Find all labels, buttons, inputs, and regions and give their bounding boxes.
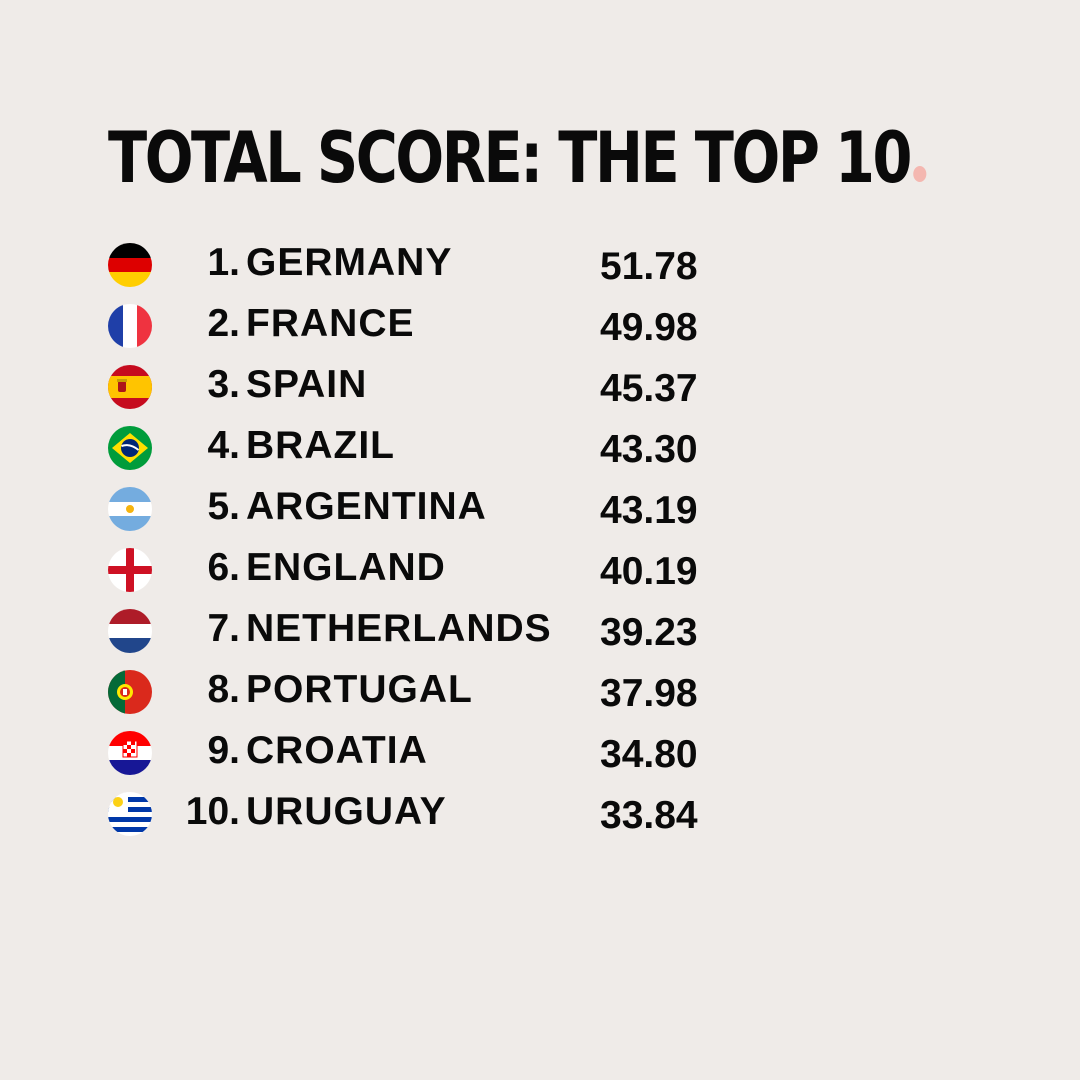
- country-name: PORTUGAL: [246, 668, 473, 711]
- uruguay-flag-icon: [108, 792, 152, 836]
- page-title: TOTAL SCORE: THE TOP 10: [108, 117, 927, 199]
- score-value: 49.98: [600, 306, 698, 349]
- country-name: BRAZIL: [246, 424, 395, 467]
- rank-number: 7.: [207, 607, 240, 650]
- ranking-row: 10. URUGUAY 33.84: [0, 790, 1080, 852]
- country-name: SPAIN: [246, 363, 368, 406]
- croatia-flag-icon: [108, 731, 152, 775]
- score-value: 33.84: [600, 794, 698, 837]
- brazil-flag-icon: [108, 426, 152, 470]
- portugal-flag-icon: [108, 670, 152, 714]
- ranking-row: 5. ARGENTINA 43.19: [0, 485, 1080, 547]
- ranking-row: 8. PORTUGAL 37.98: [0, 668, 1080, 730]
- england-flag-icon: [108, 548, 152, 592]
- netherlands-flag-icon: [108, 609, 152, 653]
- rank-number: 2.: [207, 302, 240, 345]
- ranking-row: 2. FRANCE 49.98: [0, 302, 1080, 364]
- score-value: 40.19: [600, 550, 698, 593]
- score-value: 39.23: [600, 611, 698, 654]
- ranking-row: 7. NETHERLANDS 39.23: [0, 607, 1080, 669]
- germany-flag-icon: [108, 243, 152, 287]
- rank-number: 5.: [207, 485, 240, 528]
- rank-number: 9.: [207, 729, 240, 772]
- country-name: GERMANY: [246, 241, 453, 284]
- score-value: 43.30: [600, 428, 698, 471]
- country-name: NETHERLANDS: [246, 607, 552, 650]
- score-value: 34.80: [600, 733, 698, 776]
- rank-number: 10.: [185, 790, 240, 833]
- title-text: TOTAL SCORE: THE TOP 10: [108, 117, 912, 199]
- score-value: 43.19: [600, 489, 698, 532]
- spain-flag-icon: [108, 365, 152, 409]
- rank-number: 6.: [207, 546, 240, 589]
- country-name: ARGENTINA: [246, 485, 487, 528]
- country-name: ENGLAND: [246, 546, 446, 589]
- country-name: URUGUAY: [246, 790, 447, 833]
- score-value: 45.37: [600, 367, 698, 410]
- france-flag-icon: [108, 304, 152, 348]
- ranking-row: 3. SPAIN 45.37: [0, 363, 1080, 425]
- title-dot: [913, 166, 927, 182]
- argentina-flag-icon: [108, 487, 152, 531]
- score-value: 37.98: [600, 672, 698, 715]
- country-name: CROATIA: [246, 729, 428, 772]
- rank-number: 1.: [207, 241, 240, 284]
- rank-number: 4.: [207, 424, 240, 467]
- ranking-row: 4. BRAZIL 43.30: [0, 424, 1080, 486]
- rank-number: 3.: [207, 363, 240, 406]
- ranking-row: 6. ENGLAND 40.19: [0, 546, 1080, 608]
- score-value: 51.78: [600, 245, 698, 288]
- ranking-row: 9. CROATIA 34.80: [0, 729, 1080, 791]
- country-name: FRANCE: [246, 302, 415, 345]
- rank-number: 8.: [207, 668, 240, 711]
- ranking-row: 1. GERMANY 51.78: [0, 241, 1080, 303]
